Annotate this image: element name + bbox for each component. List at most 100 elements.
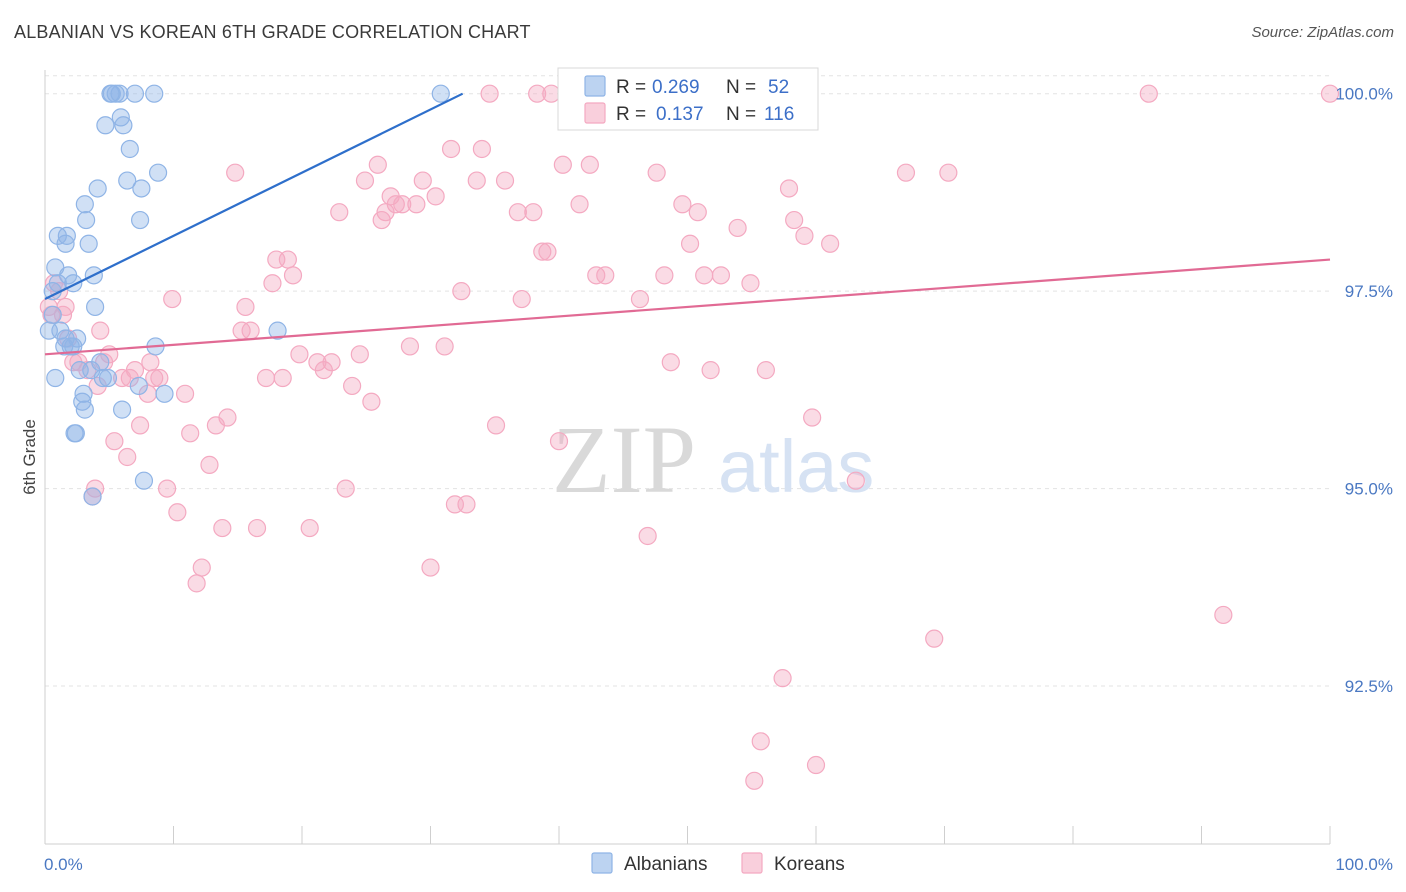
koreans-point [386,195,405,214]
koreans-point [939,163,958,182]
watermark-zip: ZIP [552,406,696,513]
stats-n-value-koreans: 116 [764,104,794,125]
koreans-point [441,139,461,159]
albanians-point [75,400,94,419]
koreans-point [711,266,731,285]
koreans-point [596,266,615,285]
koreans-point [1139,84,1158,103]
koreans-point [745,771,764,790]
koreans-point [300,518,319,538]
koreans-point [283,266,303,285]
legend-label-koreans: Koreans [774,854,845,875]
legend-swatch-albanians [591,852,613,874]
koreans-point [247,518,267,538]
koreans-point [368,155,387,174]
koreans-point [925,629,944,648]
albanians-point [86,297,105,317]
koreans-point [350,345,369,364]
koreans-point [528,84,547,103]
koreans-point [512,289,531,309]
albanians-point [102,84,121,103]
koreans-point [795,226,814,245]
koreans-point [680,234,700,253]
koreans-point [533,242,552,261]
koreans-point [393,195,412,214]
albanians-point [91,353,110,372]
koreans-point [655,266,674,285]
albanians-point [114,116,133,135]
koreans-point [803,408,822,427]
koreans-point [322,353,341,372]
albanians-point [130,210,150,230]
koreans-point [472,139,491,159]
koreans-point [200,455,219,474]
albanians-point [79,234,98,253]
watermark: ZIP atlas [552,406,874,513]
albanians-point [112,400,132,419]
koreans-point [256,368,276,388]
koreans-point [141,353,160,372]
koreans-point [751,732,770,751]
koreans-point [638,526,657,546]
koreans-point [457,495,476,514]
koreans-point [580,155,599,174]
koreans-point [163,289,182,309]
albanians-point [68,329,87,348]
albanians-point [155,384,174,403]
chart-source: Source: ZipAtlas.com [1251,24,1394,41]
legend-swatch-koreans [741,852,763,874]
albanians-point [132,179,151,198]
koreans-point [741,274,760,293]
koreans-point [785,210,804,230]
koreans-point [226,163,245,182]
albanians-point [134,471,154,490]
koreans-trend-line [44,258,1331,356]
koreans-point [192,558,211,577]
legend-label-albanians: Albanians [624,854,707,875]
koreans-point [130,416,150,435]
albanians-point [77,210,96,230]
y-tick-label: 92.5% [1345,677,1393,696]
koreans-point [467,171,486,190]
koreans-point [241,321,260,340]
koreans-point [330,203,349,222]
y-tick-label: 97.5% [1345,282,1393,301]
albanians-point [57,226,76,245]
albanians-point [43,305,62,324]
albanians-point [74,384,93,403]
koreans-point [542,84,561,103]
stats-legend: R = 0.269 N = 52 R = 0.137 N = 116 [557,67,819,131]
albanians-point [125,84,145,103]
chart-title: ALBANIAN VS KOREAN 6TH GRADE CORRELATION… [14,22,531,42]
koreans-point [145,368,164,388]
stats-r-value-albanians: 0.269 [652,77,700,98]
koreans-point [421,558,440,577]
x-tick-label: 0.0% [44,855,83,874]
koreans-point [400,337,420,356]
koreans-point [187,574,206,593]
koreans-point [181,424,200,443]
koreans-point [355,171,375,190]
koreans-point [524,203,543,222]
koreans-point [570,195,589,214]
koreans-point [508,203,527,222]
koreans-point [673,195,692,214]
albanians-point [110,84,129,103]
albanians-point [46,368,65,388]
koreans-point [426,187,445,206]
albanians-point [93,368,112,388]
koreans-point [728,218,747,238]
series-legend: Albanians Koreans [591,852,845,875]
koreans-point [407,195,426,214]
koreans-point [91,321,110,340]
x-tick-labels: 0.0% 100.0% [44,855,1393,874]
koreans-point [157,479,177,498]
albanians-point [96,116,115,135]
koreans-point [549,432,569,451]
axes [44,70,1330,845]
koreans-point [630,289,650,309]
stats-n-label-albanians: N = [726,77,756,98]
koreans-point [1214,605,1233,625]
koreans-point [661,353,680,372]
